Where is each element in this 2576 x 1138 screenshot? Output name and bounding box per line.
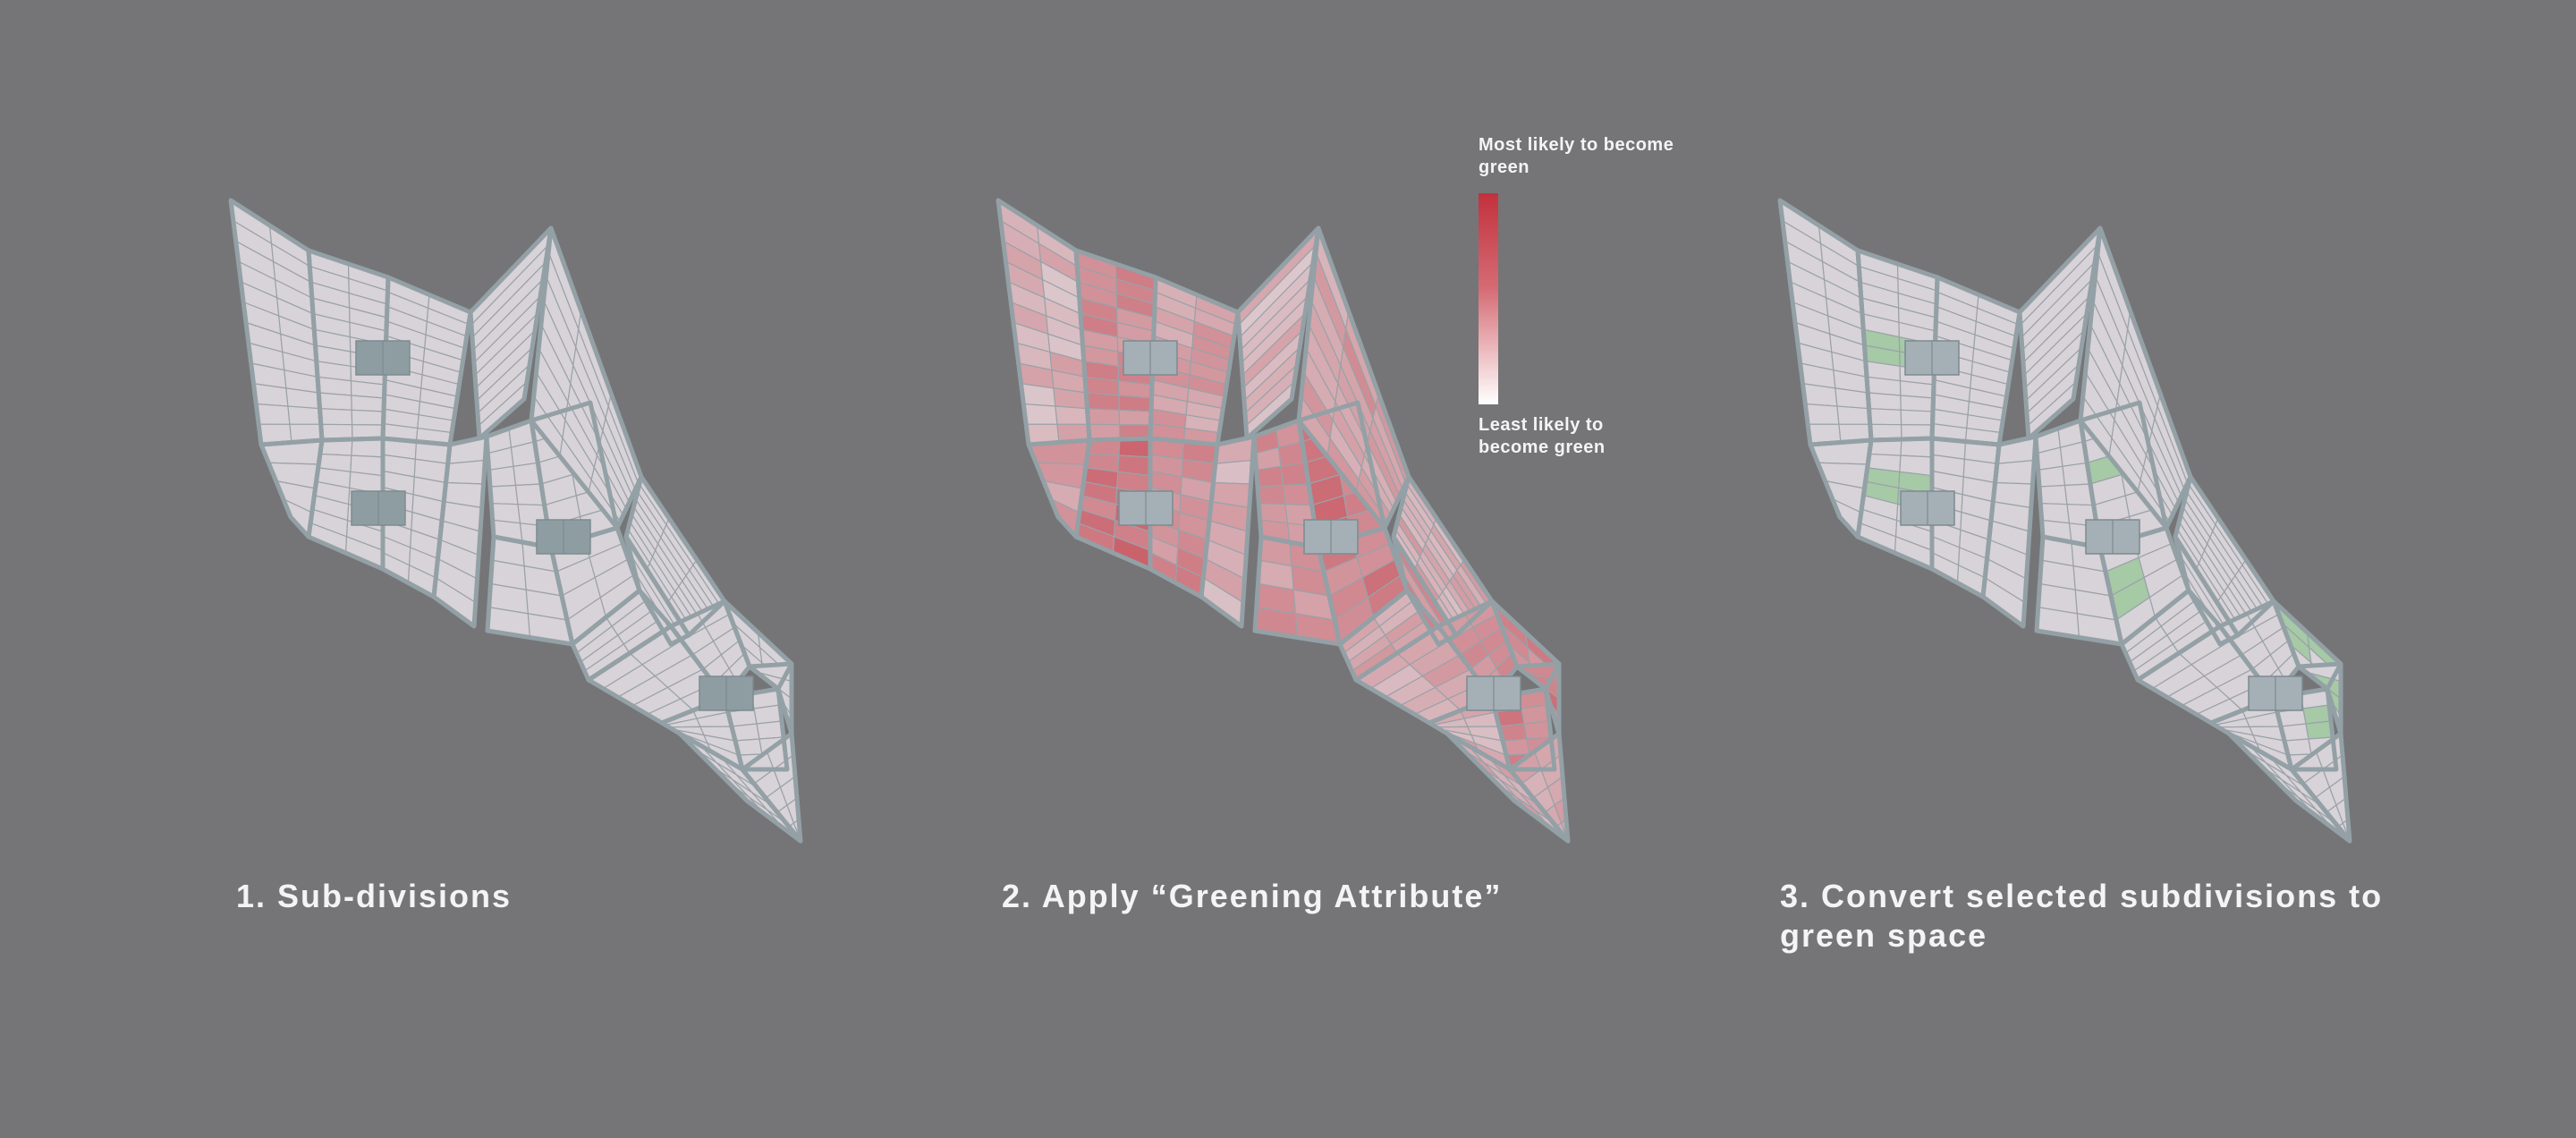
parcel [1836,405,1871,425]
buildings [351,340,754,711]
step-2-label: 2. Apply “Greening Attribute” [1002,878,1503,914]
parcel [753,704,783,725]
parcel [1055,405,1089,425]
legend-gradient-bar [1479,193,1498,404]
road-segment [2289,731,2352,844]
road-segment [431,434,489,629]
parcel [287,405,322,425]
parcel [351,395,386,412]
parcel [318,408,353,426]
parcels [1779,199,2351,842]
step-1-label: 1. Sub-divisions [236,878,513,914]
road-segment [2173,534,2241,647]
road-segment [1235,225,1321,441]
parcel [1085,392,1120,411]
road-segment [722,686,790,772]
parcel [1257,484,1286,505]
road-segment [1391,534,1459,647]
parcel [1804,403,1840,425]
roads [996,198,1571,844]
parcel [1523,720,1552,740]
road-segment [1489,686,1557,772]
parcel [2038,465,2066,488]
parcel [1868,408,1902,426]
parcel [488,465,517,488]
parcel [2302,704,2332,725]
parcel [2038,484,2068,505]
panel-subdivisions [228,198,803,844]
parcel [1521,704,1550,725]
road-segment [2271,686,2339,772]
parcel [351,409,385,426]
parcels [230,199,801,842]
parcel [318,392,352,411]
parcel [1256,465,1284,488]
parcel [2305,720,2334,740]
legend-least-likely-label: Least likely to become green [1479,415,1606,457]
parcel [1212,459,1253,485]
legend-most-likely-label: Most likely to become green [1479,135,1674,177]
parcel [255,403,291,425]
road-segment [740,731,803,844]
parcel [445,459,486,485]
parcel [1900,409,1934,426]
parcel [1086,408,1121,426]
buildings [1900,340,2303,711]
panel-greening-attribute [996,198,1571,844]
road-segment [2017,225,2103,441]
panel-converted-green-space [1777,198,2352,844]
road-segment [1980,434,2038,629]
road-segment [1507,731,1571,844]
buildings [1118,340,1521,711]
parcel [1118,395,1153,412]
road-segment [623,534,691,647]
parcel [1994,459,2035,485]
parcel [1900,395,1935,412]
parcel [1118,409,1152,426]
step-3-label: 3. Convert selected subdivisions to gree… [1780,878,2384,954]
parcel [1867,392,1902,411]
parcel [1022,403,1058,425]
parcel [489,484,519,505]
road-segment [468,225,554,441]
parcel [756,720,784,740]
road-segment [1199,434,1257,629]
